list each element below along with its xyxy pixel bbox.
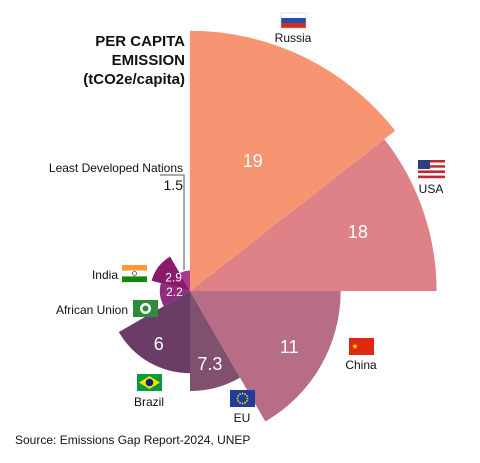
- chart-title-line-3: (tCO2e/capita): [83, 71, 185, 88]
- label-russia: Russia: [274, 31, 312, 45]
- india-flag-stripe-white: [122, 270, 147, 277]
- brazil-flag-icon: [137, 374, 162, 391]
- usa-flag-canton: [418, 160, 430, 169]
- ldn-name: Least Developed Nations: [48, 161, 183, 175]
- sector-india: [151, 256, 190, 291]
- value-label-china: 11: [280, 337, 299, 357]
- china-flag-icon: ★: [349, 338, 374, 355]
- russia-flag-stripe-red: [281, 23, 306, 28]
- russia-flag-icon: [280, 12, 307, 29]
- china-flag-field: [349, 338, 374, 355]
- value-label-usa: 18: [348, 222, 368, 242]
- label-eu: EU: [233, 411, 251, 425]
- india-flag-stripe-saffron: [122, 265, 147, 271]
- source-note: Source: Emissions Gap Report-2024, UNEP: [15, 433, 251, 447]
- sector-usa: [190, 139, 437, 291]
- african-union-flag-icon: [133, 300, 158, 317]
- ldn-value: 1.5: [163, 177, 183, 193]
- value-label-india: 2.9: [165, 271, 182, 285]
- usa-flag-icon: [418, 160, 445, 179]
- label-china: China: [345, 358, 377, 372]
- value-label-russia: 19: [243, 151, 263, 171]
- india-flag-stripe-green: [122, 276, 147, 283]
- eu-flag-field: [230, 390, 255, 407]
- chart-title-line-1: PER CAPITA: [95, 33, 185, 50]
- sector-african-union: [159, 283, 190, 307]
- india-flag-icon: [122, 265, 147, 283]
- ldn-leader-line: [160, 174, 185, 270]
- chart-title: PER CAPITA EMISSION (tCO2e/capita): [83, 32, 185, 89]
- sector-eu: [190, 291, 241, 392]
- label-india: India: [91, 268, 118, 282]
- label-least-developed-nations: Least Developed Nations 1.5: [49, 160, 183, 194]
- russia-flag-stripe-blue: [281, 18, 306, 23]
- sector-china: [190, 291, 341, 422]
- value-label-eu: 7.3: [197, 354, 222, 374]
- sector-russia: [190, 30, 396, 291]
- label-brazil: Brazil: [133, 395, 165, 409]
- chart-title-line-2: EMISSION: [111, 52, 185, 69]
- eu-flag-icon: [230, 390, 255, 407]
- russia-flag-stripe-white: [281, 13, 306, 18]
- sector-least-developed-nations: [179, 270, 190, 291]
- label-african-union: African Union: [55, 303, 128, 317]
- value-label-african-union: 2.2: [166, 285, 183, 299]
- sector-brazil: [118, 291, 190, 374]
- value-label-brazil: 6: [154, 334, 164, 354]
- label-usa: USA: [418, 182, 444, 196]
- china-flag-star: ★: [351, 342, 358, 351]
